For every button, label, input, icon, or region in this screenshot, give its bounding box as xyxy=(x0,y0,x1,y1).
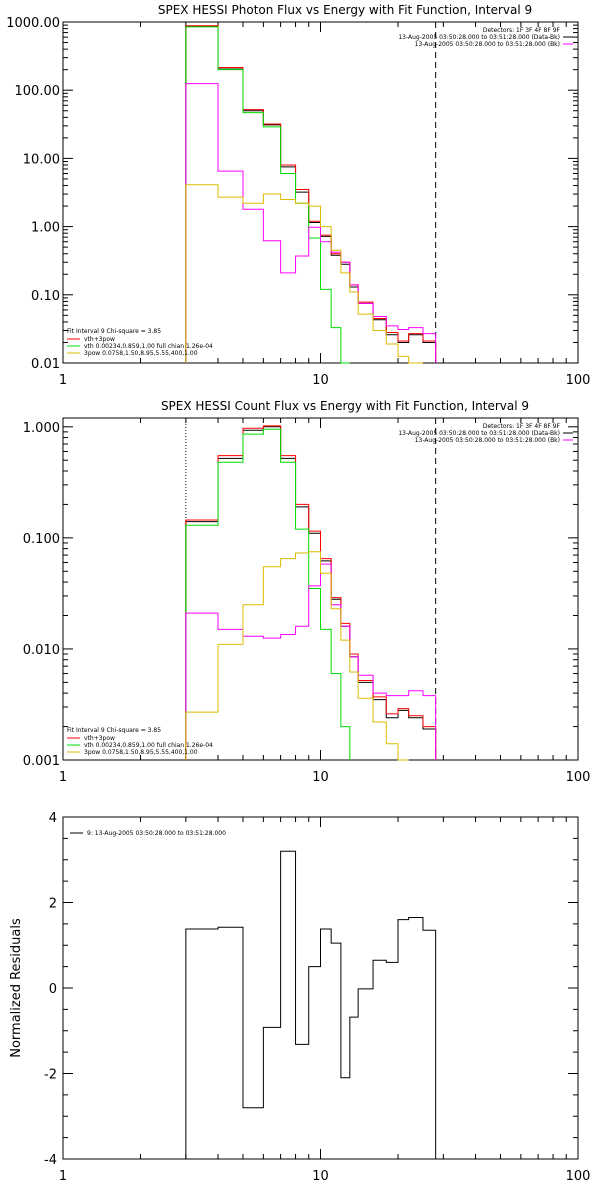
photon-flux-legend-top-right: Detectors: 1F 3F 4F 8F 9F 13-Aug-2005 03… xyxy=(398,27,573,48)
y-tick-label: 1000.00 xyxy=(6,16,60,31)
x-tick-label: 1 xyxy=(59,373,67,388)
count-flux-panel: SPEX HESSI Count Flux vs Energy with Fit… xyxy=(23,399,591,785)
y-tick-label: 0.010 xyxy=(23,643,60,658)
photon-flux-guides xyxy=(185,22,437,363)
count-flux-axes: 1 10 100 0.001 0.010 0.100 1.000 xyxy=(23,418,591,785)
y-tick-label: -4 xyxy=(44,1153,57,1168)
photon-flux-legend-vth: vth 0.00234,0.859,1.00 full chian 1.26e-… xyxy=(84,343,213,350)
photon-flux-legend-bottom-left: Fit Interval 9 Chi-square = 3.85 vth+3po… xyxy=(67,328,213,357)
count-flux-legend-total: vth+3pow xyxy=(84,735,115,742)
yellow-spectrum-line xyxy=(185,551,409,761)
x-tick-label: 10 xyxy=(312,770,329,785)
residuals-axes: 1 10 100 -4 -2 0 2 4 xyxy=(44,811,590,1184)
y-tick-label: 0.001 xyxy=(23,754,60,769)
count-flux-fit-interval-label: Fit Interval 9 Chi-square = 3.85 xyxy=(67,727,161,734)
count-flux-detectors-label: Detectors: 1F 3F 4F 8F 9F xyxy=(483,423,561,430)
residuals-panel: Normalized Residuals 1 10 100 -4 -2 0 2 4 9: 13… xyxy=(9,811,590,1184)
count-flux-legend-3pow: 3pow 0.0758,1.50,8.95,5.55,400,1.00 xyxy=(84,749,198,756)
green-spectrum-line xyxy=(185,26,350,364)
count-flux-legend-bottom-left: Fit Interval 9 Chi-square = 3.85 vth+3po… xyxy=(67,727,213,756)
x-tick-label: 10 xyxy=(312,1169,329,1184)
y-tick-label: 0 xyxy=(49,982,57,997)
y-tick-label: 100.00 xyxy=(15,84,61,99)
photon-flux-panel: SPEX HESSI Photon Flux vs Energy with Fi… xyxy=(6,3,590,388)
count-flux-legend-top-right: Detectors: 1F 3F 4F 8F 9F 13-Aug-2005 03… xyxy=(398,423,573,444)
photon-flux-series xyxy=(185,25,437,364)
photon-flux-data-bk-label: 13-Aug-2005 03:50:28.000 to 03:51:28.000… xyxy=(398,34,560,41)
photon-flux-axes: 1 10 100 0.01 0.10 1.00 10.00 100.00 1000.00 xyxy=(6,16,590,388)
red-spectrum-line xyxy=(185,25,437,363)
y-tick-label: 0.100 xyxy=(23,532,60,547)
photon-flux-title: SPEX HESSI Photon Flux vs Energy with Fi… xyxy=(158,3,532,17)
x-tick-label: 1 xyxy=(59,770,67,785)
y-tick-label: 1.000 xyxy=(23,421,60,436)
count-flux-data-bk-label: 13-Aug-2005 03:50:28.000 to 03:51:28.000… xyxy=(398,430,560,437)
y-tick-label: 10.00 xyxy=(23,152,60,167)
y-tick-label: 0.01 xyxy=(31,357,60,372)
y-tick-label: 0.10 xyxy=(31,289,60,304)
magenta-spectrum-line xyxy=(185,83,437,363)
photon-flux-legend-total: vth+3pow xyxy=(84,336,115,343)
magenta-spectrum-line xyxy=(185,563,437,760)
y-tick-label: -2 xyxy=(44,1068,57,1083)
black-spectrum-line xyxy=(185,850,437,1159)
yellow-spectrum-line xyxy=(185,184,423,364)
y-tick-label: 2 xyxy=(49,897,57,912)
black-spectrum-line xyxy=(185,426,437,760)
x-tick-label: 100 xyxy=(566,770,591,785)
residuals-series xyxy=(185,850,437,1159)
count-flux-legend-vth: vth 0.00234,0.859,1.00 full chian 1.26e-… xyxy=(84,742,213,749)
black-spectrum-line xyxy=(185,25,437,363)
y-tick-label: 4 xyxy=(49,811,57,826)
x-tick-label: 100 xyxy=(566,373,591,388)
x-tick-label: 10 xyxy=(312,373,329,388)
y-tick-label: 1.00 xyxy=(31,221,60,236)
red-spectrum-line xyxy=(185,425,437,760)
residuals-y-axis-label: Normalized Residuals xyxy=(9,918,24,1058)
count-flux-series xyxy=(185,425,437,761)
photon-flux-legend-3pow: 3pow 0.0758,1.50,8.95,5.55,400,1.00 xyxy=(84,350,198,357)
residuals-legend-label: 9: 13-Aug-2005 03:50:28.000 to 03:51:28.… xyxy=(87,830,226,837)
count-flux-bk-label: 13-Aug-2005 03:50:28.000 to 03:51:28.000… xyxy=(415,437,560,444)
photon-flux-detectors-label: Detectors: 1F 3F 4F 8F 9F xyxy=(483,27,561,34)
residuals-legend: 9: 13-Aug-2005 03:50:28.000 to 03:51:28.… xyxy=(70,830,226,837)
photon-flux-bk-label: 13-Aug-2005 03:50:28.000 to 03:51:28.000… xyxy=(415,41,560,48)
x-tick-label: 1 xyxy=(59,1169,67,1184)
residuals-plot-frame xyxy=(62,816,579,1160)
count-flux-title: SPEX HESSI Count Flux vs Energy with Fit… xyxy=(161,399,529,413)
x-tick-label: 100 xyxy=(566,1169,591,1184)
photon-flux-fit-interval-label: Fit Interval 9 Chi-square = 3.85 xyxy=(67,328,161,335)
photon-flux-plot-frame xyxy=(62,21,579,364)
green-spectrum-line xyxy=(185,428,351,760)
